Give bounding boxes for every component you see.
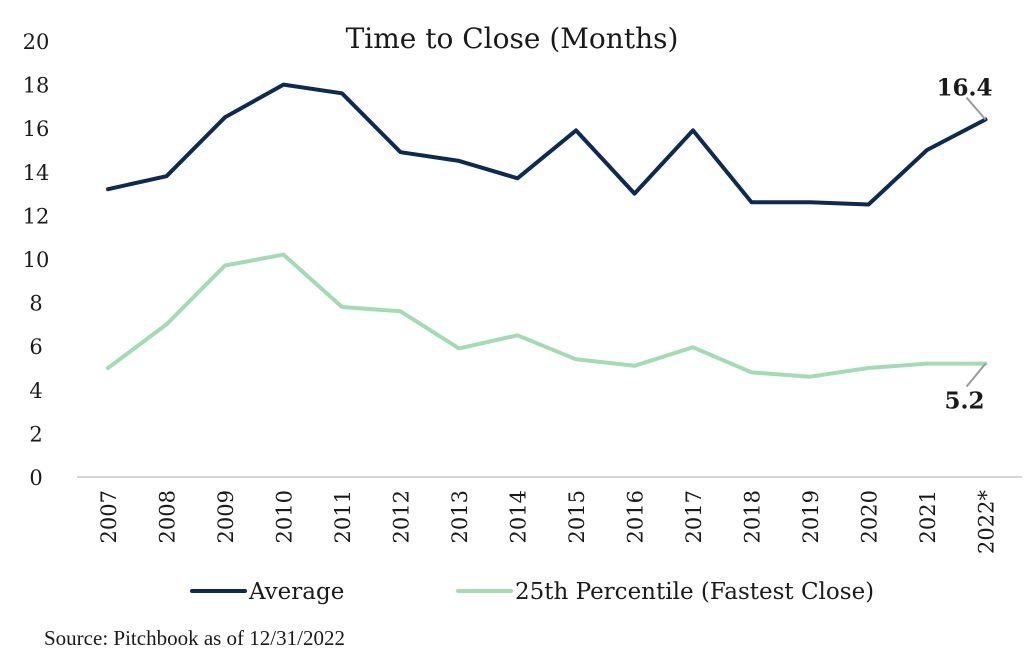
x-tick-label: 2021 <box>916 490 940 543</box>
y-tick-label: 14 <box>23 161 50 185</box>
series-line-25th-percentile <box>106 252 988 379</box>
y-tick-label: 10 <box>23 248 50 272</box>
x-tick-label: 2014 <box>507 490 531 543</box>
legend-label: 25th Percentile (Fastest Close) <box>515 579 874 605</box>
x-tick-label: 2019 <box>799 490 823 543</box>
x-tick-label: 2009 <box>214 490 238 543</box>
y-tick-label: 16 <box>23 117 50 141</box>
y-tick-label: 8 <box>29 292 42 316</box>
chart-title: Time to Close (Months) <box>346 22 679 55</box>
y-tick-label: 2 <box>29 422 42 446</box>
annotations: 16.4 5.2 <box>936 74 992 414</box>
y-axis: 0 2 4 6 8 10 12 14 16 18 20 <box>23 30 50 490</box>
legend: Average 25th Percentile (Fastest Close) <box>190 579 874 605</box>
source-note: Source: Pitchbook as of 12/31/2022 <box>44 626 345 650</box>
x-tick-label: 2013 <box>448 490 472 543</box>
y-tick-label: 12 <box>23 204 50 228</box>
y-tick-label: 0 <box>29 466 42 490</box>
series-line-average <box>106 82 988 207</box>
annotation-leader-line <box>965 96 987 121</box>
x-tick-label: 2017 <box>682 490 706 543</box>
x-axis: 2007 2008 2009 2010 2011 2012 2013 2014 2015 2016… <box>97 490 999 554</box>
line-chart: Time to Close (Months) 0 2 4 6 8 10 12 14 16 18 20… <box>23 22 1022 605</box>
annotation-leader-line <box>965 363 987 388</box>
x-tick-label: 2010 <box>273 490 297 543</box>
series-lines <box>106 82 988 379</box>
y-tick-label: 6 <box>29 335 42 359</box>
x-tick-label: 2011 <box>331 490 355 543</box>
x-tick-label: 2008 <box>156 490 180 543</box>
y-tick-label: 18 <box>23 74 50 98</box>
x-tick-label: 2015 <box>565 490 589 543</box>
y-tick-label: 4 <box>29 379 42 403</box>
data-label: 5.2 <box>944 388 984 415</box>
legend-label: Average <box>248 579 344 605</box>
x-tick-label: 2018 <box>741 490 765 543</box>
x-tick-label: 2007 <box>97 490 121 543</box>
x-tick-label: 2012 <box>390 490 414 543</box>
x-tick-label: 2020 <box>858 490 882 543</box>
y-tick-label: 20 <box>23 30 50 54</box>
x-tick-label: 2022* <box>975 490 999 554</box>
data-label: 16.4 <box>936 74 992 101</box>
x-tick-label: 2016 <box>624 490 648 543</box>
